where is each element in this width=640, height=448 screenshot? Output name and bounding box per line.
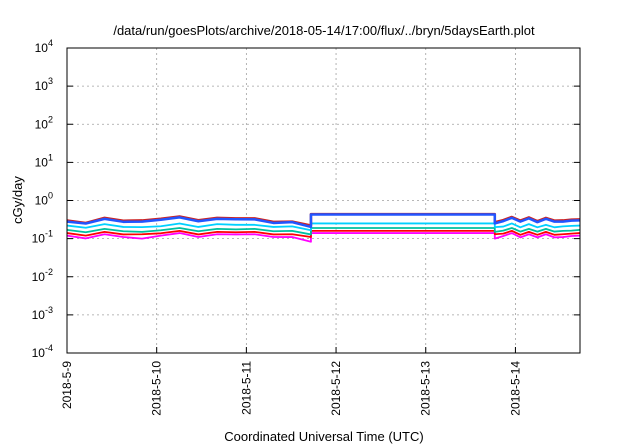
y-tick-label: 100 [35, 191, 53, 208]
y-tick-label: 103 [35, 76, 53, 93]
x-tick-label: 2018-5-14 [508, 361, 522, 416]
chart-title: /data/run/goesPlots/archive/2018-05-14/1… [113, 23, 535, 38]
y-tick-label: 101 [35, 152, 53, 169]
series-line [66, 229, 581, 238]
y-tick-label: 102 [35, 114, 53, 131]
x-axis: 2018-5-9 2018-5-10 2018-5-11 2018-5-12 2018-… [60, 347, 522, 416]
y-tick-label: 10-3 [32, 305, 53, 322]
series-line [66, 232, 581, 243]
y-axis: 10-4 10-3 10-2 10-1 100 101 102 103 104 [32, 38, 580, 360]
y-tick-label: 10-2 [32, 267, 53, 284]
series-line [66, 227, 581, 236]
y-tick-label: 104 [35, 38, 53, 55]
grid [66, 48, 580, 353]
series-line [66, 213, 581, 229]
series-group [66, 212, 581, 243]
x-tick-label: 2018-5-9 [60, 361, 74, 409]
y-tick-label: 10-1 [32, 229, 53, 246]
x-tick-label: 2018-5-11 [239, 361, 253, 415]
x-tick-label: 2018-5-12 [329, 361, 343, 416]
y-tick-label: 10-4 [32, 343, 53, 360]
series-line [66, 222, 581, 232]
x-axis-label: Coordinated Universal Time (UTC) [224, 429, 423, 444]
x-tick-label: 2018-5-10 [150, 361, 164, 416]
y-axis-label: cGy/day [10, 176, 25, 224]
x-tick-label: 2018-5-13 [419, 361, 433, 416]
